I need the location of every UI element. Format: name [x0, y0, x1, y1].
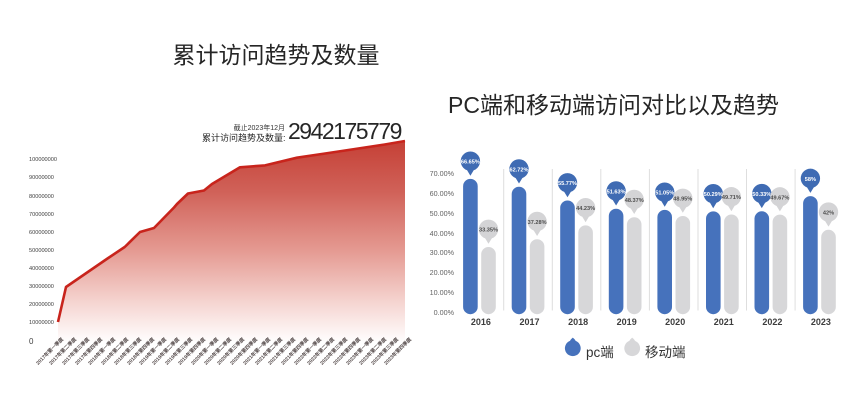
svg-text:42%: 42%	[823, 211, 834, 217]
svg-text:62.72%: 62.72%	[510, 167, 529, 173]
svg-text:55.77%: 55.77%	[558, 181, 577, 187]
svg-text:51.63%: 51.63%	[607, 189, 626, 195]
svg-text:37.28%: 37.28%	[528, 220, 547, 226]
svg-text:51.05%: 51.05%	[655, 191, 674, 197]
svg-text:66.65%: 66.65%	[461, 160, 480, 166]
svg-text:49.71%: 49.71%	[722, 195, 741, 201]
svg-text:33.35%: 33.35%	[479, 228, 498, 234]
svg-text:50.33%: 50.33%	[752, 192, 771, 198]
svg-text:48.95%: 48.95%	[673, 197, 692, 203]
svg-text:48.37%: 48.37%	[625, 198, 644, 204]
svg-text:50.29%: 50.29%	[704, 192, 723, 198]
svg-text:58%: 58%	[805, 177, 816, 183]
svg-text:44.23%: 44.23%	[576, 206, 595, 212]
svg-text:49.67%: 49.67%	[770, 195, 789, 201]
